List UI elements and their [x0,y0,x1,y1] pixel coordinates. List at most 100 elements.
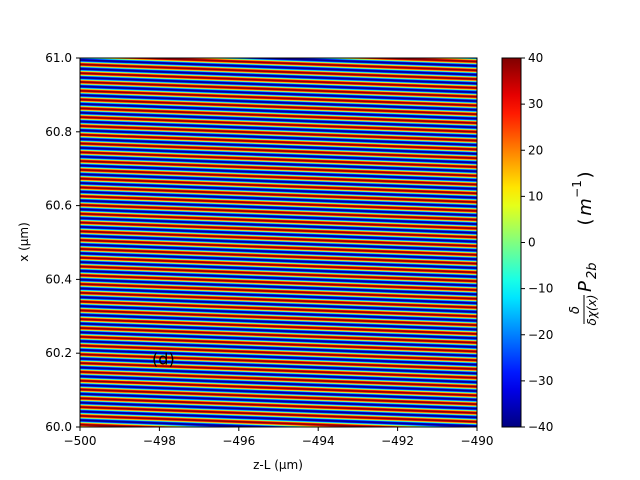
fringe-strip [278,58,477,66]
fringe-strip [80,431,477,447]
colorbar-label-unit-open: ( [575,218,596,225]
y-tick-label: 60.8 [45,125,72,139]
fringe-strip [80,40,477,56]
fringe-strip [80,433,477,449]
fringe-strip [80,440,477,456]
fringe-strip [267,58,477,66]
fringe-strip [388,58,477,62]
colorbar-label-subscript: 2b [585,262,600,279]
x-tick-label: −500 [64,434,97,448]
fringe-strip [102,58,477,72]
fringe-strip [80,436,477,452]
fringe-strip [80,433,477,449]
fringe-strip [80,442,477,458]
fringe-strip [80,39,477,55]
fringe-strip [80,36,477,52]
fringe-strip [80,442,477,458]
colorbar-tick-label: −40 [528,420,553,434]
colorbar-tick-label: −20 [528,328,553,342]
fringe-strip [80,428,477,444]
fringe-strip [80,426,88,427]
fringe-strip [80,430,477,446]
colorbar-tick-label: 30 [528,97,543,111]
fringe-strip [190,58,477,69]
fringe-strip [80,35,477,51]
fringe-strip [80,36,477,52]
fringe-strip [355,58,477,63]
fringe-strip [80,443,477,459]
fringe-strip [80,35,477,51]
fringe-strip [80,36,477,52]
colorbar-label-unit-exponent: −1 [570,180,584,198]
fringe-strip [300,58,477,65]
colorbar-gradient [502,58,521,427]
colorbar-label-denominator: δχ(x) [585,295,599,326]
fringe-strip [80,38,477,54]
fringe-strip [146,58,477,71]
fringe-strip [157,58,477,70]
y-tick-label: 61.0 [45,51,72,65]
fringe-strip [80,425,121,427]
heatmap-field [80,35,477,459]
y-axis-label: x (μm) [17,222,31,262]
colorbar-tick-label: −10 [528,282,553,296]
fringe-strip [80,437,477,453]
fringe-strip [80,441,477,457]
fringe-strip [80,429,477,445]
colorbar-tick-label: −30 [528,374,553,388]
fringe-strip [80,441,477,457]
fringe-strip [344,58,477,63]
fringe-strip [80,441,477,457]
fringe-strip [80,435,477,451]
fringe-strip [377,58,477,62]
fringe-strip [80,435,477,451]
fringe-strip [432,58,477,60]
fringe-strip [245,58,477,67]
x-tick-label: −496 [222,434,255,448]
fringe-strip [80,429,477,445]
fringe-strip [410,58,477,61]
x-axis-label: z-L (μm) [253,458,303,472]
fringe-strip [80,430,477,446]
fringe-strip [443,58,477,60]
fringe-strip [80,40,477,56]
fringe-strip [80,37,477,53]
heatmap-plot: (d) [79,35,478,459]
fringe-strip [80,42,477,58]
fringe-strip [333,58,477,64]
fringe-strip [168,58,477,70]
fringe-strip [465,58,477,59]
fringe-strip [80,431,477,447]
colorbar-label-unit-close: ) [575,171,596,178]
fringe-strip [80,439,477,455]
fringe-strip [80,58,477,74]
colorbar-label-unit-base: m [575,198,596,216]
x-tick-label: −498 [143,434,176,448]
fringe-strip [289,58,477,65]
fringe-strip [80,434,477,450]
fringe-strip [80,443,477,459]
y-tick-label: 60.0 [45,420,72,434]
fringe-strip [80,438,477,454]
fringe-strip [80,425,110,427]
fringe-strip [80,434,477,450]
fringe-strip [234,58,477,68]
fringe-strip [80,41,477,57]
fringe-strip [80,437,477,453]
colorbar-tick-label: 40 [528,51,543,65]
fringe-strip [80,432,477,448]
fringe-strip [80,41,477,57]
fringe-strip [80,426,99,427]
y-tick-label: 60.4 [45,272,72,286]
fringe-strip [80,438,477,454]
fringe-strip [80,428,477,444]
x-tick-label: −494 [302,434,335,448]
fringe-strip [80,40,477,56]
colorbar-tick-label: 10 [528,189,543,203]
fringe-strip [80,427,477,443]
fringe-strip [80,428,477,444]
fringe-strip [322,58,477,64]
fringe-strip [80,437,477,453]
fringe-strip [366,58,477,63]
fringe-strip [91,58,477,73]
